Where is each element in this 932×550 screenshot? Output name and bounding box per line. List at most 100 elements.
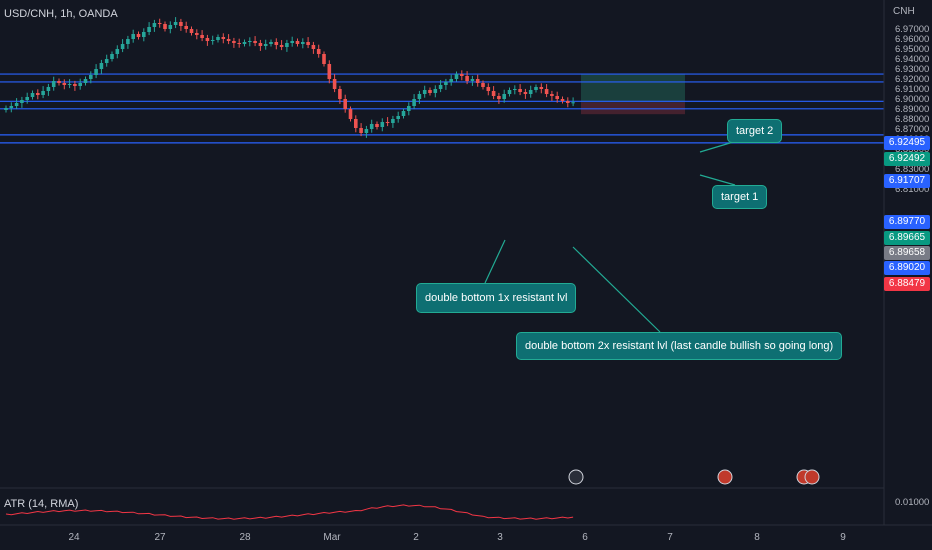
x-tick-label: 9 bbox=[840, 532, 846, 543]
candle-down bbox=[311, 45, 316, 49]
candle-down bbox=[375, 124, 379, 127]
candle-down bbox=[274, 42, 279, 45]
candle-up bbox=[89, 75, 93, 79]
candle-up bbox=[248, 41, 252, 42]
candle-up bbox=[216, 37, 220, 40]
candle-down bbox=[157, 23, 162, 24]
candle-down bbox=[179, 22, 183, 26]
candle-up bbox=[152, 23, 157, 27]
us-flag-event-icon bbox=[717, 469, 733, 485]
candle-up bbox=[20, 100, 24, 103]
price-tag: 6.92492 bbox=[884, 152, 930, 166]
event-markers bbox=[568, 469, 820, 485]
pointer-double-bottom-1x bbox=[484, 239, 506, 284]
candle-down bbox=[475, 79, 480, 83]
symbol-title[interactable]: USD/CNH, 1h, OANDA bbox=[4, 8, 118, 20]
y-tick-label: 6.93000 bbox=[895, 64, 929, 75]
candle-up bbox=[4, 108, 8, 110]
candle-up bbox=[120, 44, 125, 49]
y-tick-label: 6.97000 bbox=[895, 24, 929, 35]
candle-down bbox=[560, 99, 565, 101]
candle-down bbox=[73, 84, 77, 86]
y-tick-label: 6.83000 bbox=[895, 164, 929, 175]
candle-down bbox=[237, 43, 241, 44]
candle-down bbox=[316, 49, 321, 54]
candle-up bbox=[14, 103, 19, 106]
x-tick-label: 28 bbox=[239, 532, 251, 543]
candle-up bbox=[99, 63, 104, 69]
candle-down bbox=[544, 89, 549, 94]
atr-indicator-label[interactable]: ATR (14, RMA) bbox=[4, 498, 79, 510]
candle-down bbox=[491, 91, 496, 96]
candle-up bbox=[571, 102, 575, 104]
candle-up bbox=[396, 116, 400, 119]
candle-down bbox=[226, 39, 231, 41]
candle-down bbox=[385, 122, 390, 123]
candle-down bbox=[497, 96, 501, 99]
candle-down bbox=[195, 33, 199, 35]
target-zone bbox=[581, 74, 685, 103]
candle-down bbox=[343, 99, 347, 109]
candle-up bbox=[142, 32, 146, 37]
candle-down bbox=[486, 87, 491, 91]
candle-up bbox=[285, 43, 289, 47]
y-tick-label: 6.91000 bbox=[895, 84, 929, 95]
candle-up bbox=[401, 111, 406, 116]
position-zones bbox=[581, 74, 685, 115]
x-tick-label: 6 bbox=[582, 532, 588, 543]
candle-up bbox=[210, 40, 215, 41]
candle-down bbox=[348, 109, 353, 119]
y-tick-label: 6.90000 bbox=[895, 94, 929, 105]
candle-up bbox=[513, 89, 517, 90]
candle-up bbox=[41, 91, 45, 95]
currency-label: CNH bbox=[893, 6, 915, 17]
candle-up bbox=[449, 79, 453, 82]
candle-down bbox=[36, 93, 40, 95]
candle-up bbox=[131, 34, 135, 39]
candle-down bbox=[332, 79, 337, 89]
x-tick-label: 8 bbox=[754, 532, 760, 543]
candle-up bbox=[30, 93, 35, 97]
candle-down bbox=[258, 43, 263, 46]
lightning-event-icon bbox=[568, 469, 584, 485]
y-tick-label: 6.92000 bbox=[895, 74, 929, 85]
candle-up bbox=[173, 22, 178, 25]
candle-down bbox=[295, 41, 300, 44]
candle-down bbox=[184, 26, 188, 29]
candle-down bbox=[322, 54, 326, 64]
us-flag-event-icon bbox=[804, 469, 820, 485]
x-tick-label: 2 bbox=[413, 532, 419, 543]
candle-down bbox=[566, 101, 570, 103]
candlestick-series bbox=[4, 17, 575, 138]
candle-up bbox=[46, 87, 51, 91]
candle-up bbox=[147, 27, 151, 32]
callout-double-bottom-1x[interactable]: double bottom 1x resistant lvl bbox=[416, 283, 577, 313]
candle-up bbox=[301, 42, 305, 44]
candle-up bbox=[269, 42, 273, 44]
candle-down bbox=[279, 45, 284, 47]
candle-down bbox=[189, 29, 194, 33]
price-tag: 6.89020 bbox=[884, 261, 930, 275]
candle-up bbox=[444, 82, 448, 85]
atr-line bbox=[5, 504, 574, 520]
candle-down bbox=[232, 41, 236, 43]
callout-target-2[interactable]: target 2 bbox=[727, 119, 783, 143]
candle-down bbox=[523, 92, 528, 94]
candle-up bbox=[364, 129, 369, 133]
candle-down bbox=[136, 34, 141, 37]
candle-down bbox=[354, 119, 358, 128]
callout-target-1[interactable]: target 1 bbox=[712, 185, 768, 209]
candle-up bbox=[422, 90, 427, 94]
candle-up bbox=[380, 122, 385, 127]
y-tick-label: 6.89000 bbox=[895, 104, 929, 115]
candle-down bbox=[555, 96, 559, 99]
candle-down bbox=[221, 37, 226, 39]
candle-down bbox=[428, 90, 432, 93]
candle-up bbox=[369, 124, 374, 129]
candle-up bbox=[454, 74, 459, 79]
candle-down bbox=[327, 64, 332, 79]
callout-double-bottom-2x[interactable]: double bottom 2x resistant lvl (last can… bbox=[516, 332, 843, 360]
candle-up bbox=[110, 54, 114, 59]
atr-tick-label: 0.01000 bbox=[895, 497, 929, 508]
